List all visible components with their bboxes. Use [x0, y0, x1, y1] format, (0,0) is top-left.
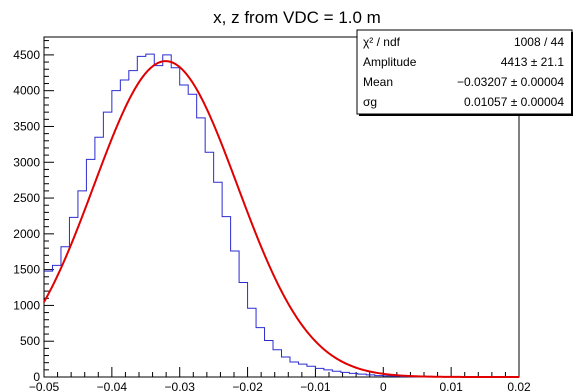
stats-row-label: σg — [363, 95, 377, 109]
stats-row-label: Mean — [363, 75, 393, 89]
plot-frame — [43, 36, 520, 378]
x-tick-label: −0.02 — [232, 380, 263, 392]
stats-row-label: Amplitude — [363, 55, 417, 69]
histogram-series — [44, 53, 519, 378]
x-axis: −0.05 −0.04 −0.03 −0.02 −0.01 0 0.01 0.02 — [29, 367, 531, 392]
y-tick-label: 4000 — [13, 84, 40, 98]
x-tick-label: −0.03 — [165, 380, 196, 392]
y-tick-label: 1500 — [13, 263, 40, 277]
y-tick-label: 0 — [33, 370, 40, 384]
y-axis: 0 500 1000 1500 2000 2500 3000 3500 4000 4500 — [13, 40, 54, 384]
stats-row-label: χ² / ndf — [363, 35, 401, 49]
chart-title: x, z from VDC = 1.0 m — [213, 8, 381, 27]
x-tick-label: −0.01 — [300, 380, 331, 392]
y-tick-label: 2000 — [13, 227, 40, 241]
x-tick-label: −0.05 — [29, 380, 60, 392]
y-tick-label: 1000 — [13, 298, 40, 312]
x-tick-label: 0 — [380, 380, 387, 392]
y-tick-label: 500 — [20, 334, 40, 348]
stats-row-value: −0.03207 ± 0.00004 — [457, 75, 564, 89]
y-tick-label: 2500 — [13, 191, 40, 205]
x-tick-label: 0.01 — [439, 380, 463, 392]
stats-row-value: 4413 ± 21.1 — [501, 55, 565, 69]
stats-row-value: 1008 / 44 — [514, 35, 564, 49]
y-tick-label: 4500 — [13, 48, 40, 62]
stats-box-background — [356, 29, 573, 115]
x-tick-label: 0.02 — [507, 380, 531, 392]
y-tick-label: 3000 — [13, 155, 40, 169]
y-tick-label: 3500 — [13, 119, 40, 133]
x-tick-label: −0.04 — [97, 380, 128, 392]
stats-row-value: 0.01057 ± 0.00004 — [464, 95, 564, 109]
fit-statistics-box: χ² / ndf 1008 / 44 Amplitude 4413 ± 21.1 Mea… — [356, 29, 573, 116]
gaussian-fit-line — [43, 60, 519, 378]
